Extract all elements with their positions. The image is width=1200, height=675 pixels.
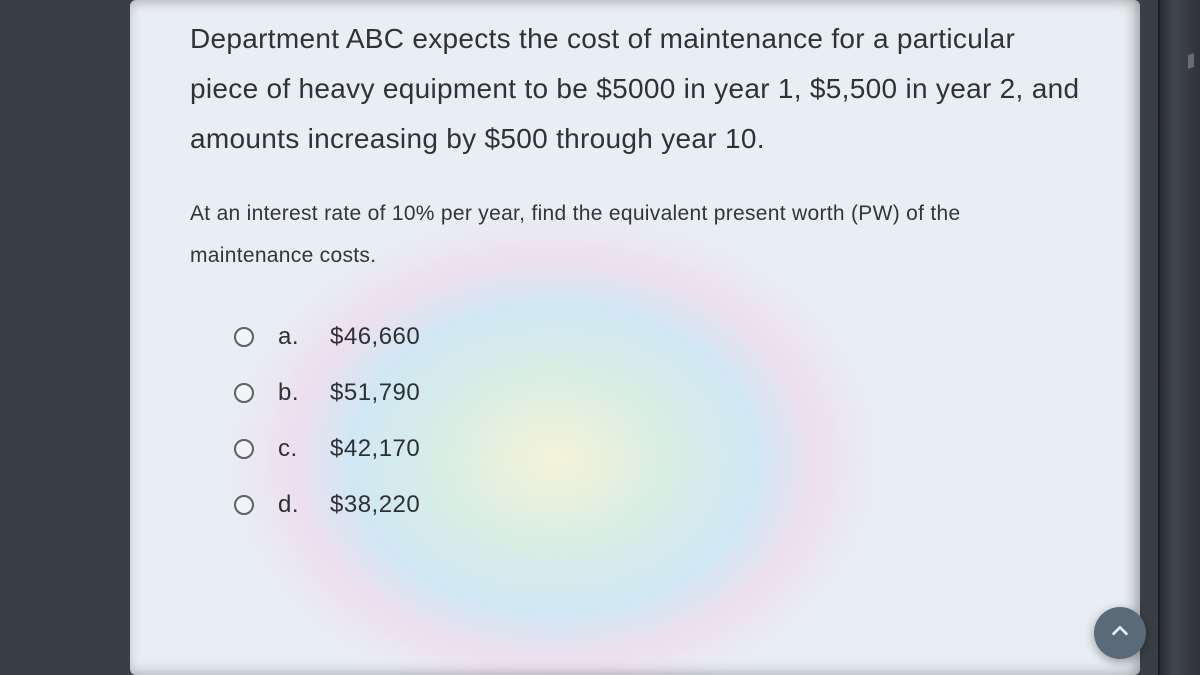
scroll-up-button[interactable] bbox=[1094, 607, 1146, 659]
radio-icon bbox=[234, 495, 254, 515]
right-frame-bar bbox=[1158, 0, 1200, 675]
options-group: a. $46,660 b. $51,790 c. $42,170 d. $38,… bbox=[190, 323, 1080, 519]
option-letter: d. bbox=[278, 491, 306, 519]
option-value: $51,790 bbox=[330, 379, 420, 407]
option-value: $42,170 bbox=[330, 435, 420, 463]
chevron-up-icon bbox=[1109, 620, 1131, 647]
option-a[interactable]: a. $46,660 bbox=[234, 323, 1080, 351]
option-letter: b. bbox=[278, 379, 306, 407]
option-letter: c. bbox=[278, 435, 306, 463]
question-card: Department ABC expects the cost of maint… bbox=[130, 0, 1140, 675]
option-b[interactable]: b. $51,790 bbox=[234, 379, 1080, 407]
radio-icon bbox=[234, 439, 254, 459]
question-main-text: Department ABC expects the cost of maint… bbox=[190, 14, 1080, 163]
option-letter: a. bbox=[278, 323, 306, 351]
option-d[interactable]: d. $38,220 bbox=[234, 491, 1080, 519]
radio-icon bbox=[234, 383, 254, 403]
radio-icon bbox=[234, 327, 254, 347]
question-sub-text: At an interest rate of 10% per year, fin… bbox=[190, 193, 1080, 277]
option-value: $38,220 bbox=[330, 491, 420, 519]
option-value: $46,660 bbox=[330, 323, 420, 351]
option-c[interactable]: c. $42,170 bbox=[234, 435, 1080, 463]
